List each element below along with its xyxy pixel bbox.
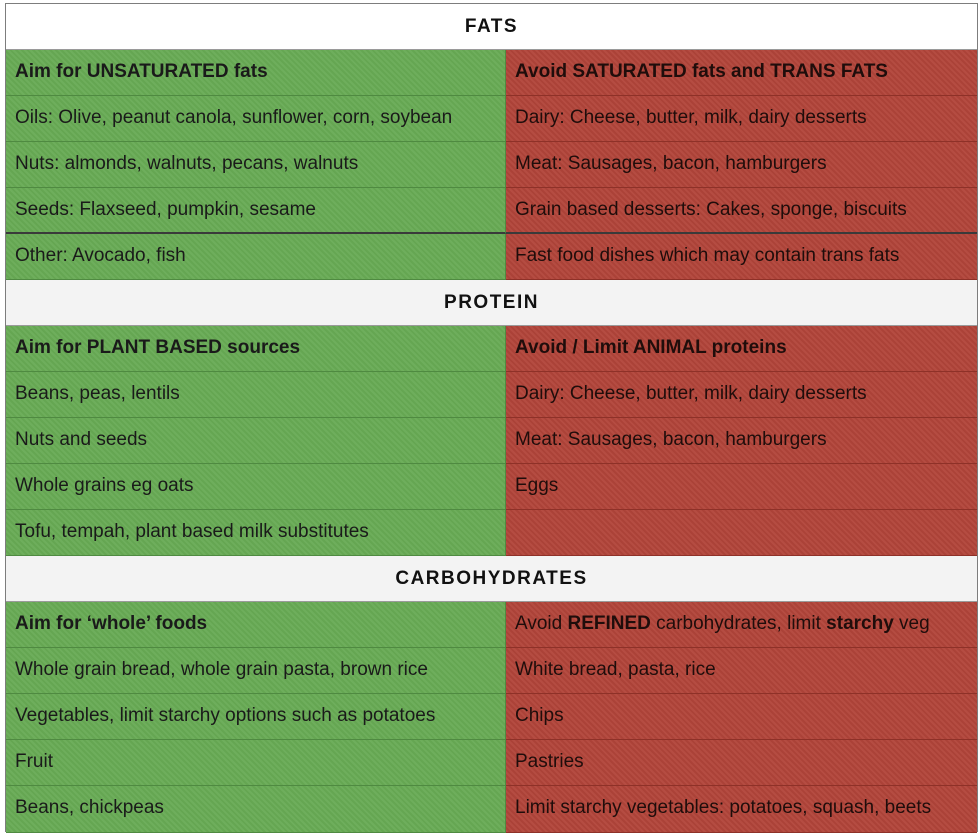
table-row: Other: Avocado, fish Fast food dishes wh… — [6, 234, 977, 280]
avoid-emphasis-refined: REFINED — [567, 613, 651, 634]
avoid-cell: Meat: Sausages, bacon, hamburgers — [506, 142, 977, 188]
avoid-cell: Chips — [506, 694, 977, 740]
table-row: Aim for ‘whole’ foods Avoid REFINED carb… — [6, 602, 977, 648]
avoid-cell: Meat: Sausages, bacon, hamburgers — [506, 418, 977, 464]
table-row: Oils: Olive, peanut canola, sunflower, c… — [6, 96, 977, 142]
avoid-header-cell: Avoid SATURATED fats and TRANS FATS — [506, 50, 977, 96]
table-row: Seeds: Flaxseed, pumpkin, sesame Grain b… — [6, 188, 977, 234]
avoid-cell: Pastries — [506, 740, 977, 786]
table-row: Fruit Pastries — [6, 740, 977, 786]
table-row: Beans, peas, lentils Dairy: Cheese, butt… — [6, 372, 977, 418]
aim-header-cell: Aim for PLANT BASED sources — [6, 326, 506, 372]
aim-cell: Nuts: almonds, walnuts, pecans, walnuts — [6, 142, 506, 188]
avoid-cell: White bread, pasta, rice — [506, 648, 977, 694]
aim-cell: Oils: Olive, peanut canola, sunflower, c… — [6, 96, 506, 142]
section-title-fats: FATS — [6, 4, 977, 50]
avoid-text: veg — [893, 613, 930, 634]
aim-cell: Fruit — [6, 740, 506, 786]
aim-header-cell: Aim for ‘whole’ foods — [6, 602, 506, 648]
avoid-cell: Dairy: Cheese, butter, milk, dairy desse… — [506, 372, 977, 418]
table-row: Whole grain bread, whole grain pasta, br… — [6, 648, 977, 694]
aim-cell: Beans, peas, lentils — [6, 372, 506, 418]
avoid-cell: Limit starchy vegetables: potatoes, squa… — [506, 786, 977, 833]
avoid-text: Avoid — [515, 613, 568, 634]
aim-cell: Tofu, tempah, plant based milk substitut… — [6, 510, 506, 556]
table-row: Aim for UNSATURATED fats Avoid SATURATED… — [6, 50, 977, 96]
avoid-header-cell: Avoid / Limit ANIMAL proteins — [506, 326, 977, 372]
aim-cell: Whole grains eg oats — [6, 464, 506, 510]
section-title-carbohydrates: CARBOHYDRATES — [6, 556, 977, 602]
aim-cell: Other: Avocado, fish — [6, 234, 506, 280]
avoid-cell — [506, 510, 977, 556]
avoid-emphasis-starchy: starchy — [826, 613, 894, 634]
table-row: Nuts and seeds Meat: Sausages, bacon, ha… — [6, 418, 977, 464]
avoid-text: carbohydrates, limit — [650, 613, 827, 634]
nutrition-table: FATS Aim for UNSATURATED fats Avoid SATU… — [5, 3, 978, 833]
avoid-cell: Fast food dishes which may contain trans… — [506, 234, 977, 280]
avoid-cell: Grain based desserts: Cakes, sponge, bis… — [506, 188, 977, 234]
section-title-protein: PROTEIN — [6, 280, 977, 326]
aim-cell: Vegetables, limit starchy options such a… — [6, 694, 506, 740]
avoid-cell: Dairy: Cheese, butter, milk, dairy desse… — [506, 96, 977, 142]
aim-cell: Beans, chickpeas — [6, 786, 506, 833]
table-row: Whole grains eg oats Eggs — [6, 464, 977, 510]
table-row: Beans, chickpeas Limit starchy vegetable… — [6, 786, 977, 833]
aim-cell: Seeds: Flaxseed, pumpkin, sesame — [6, 188, 506, 234]
table-row: Vegetables, limit starchy options such a… — [6, 694, 977, 740]
aim-header-cell: Aim for UNSATURATED fats — [6, 50, 506, 96]
aim-cell: Whole grain bread, whole grain pasta, br… — [6, 648, 506, 694]
avoid-header-cell: Avoid REFINED carbohydrates, limit starc… — [506, 602, 977, 648]
table-row: Nuts: almonds, walnuts, pecans, walnuts … — [6, 142, 977, 188]
table-row: Tofu, tempah, plant based milk substitut… — [6, 510, 977, 556]
avoid-cell: Eggs — [506, 464, 977, 510]
table-row: Aim for PLANT BASED sources Avoid / Limi… — [6, 326, 977, 372]
aim-cell: Nuts and seeds — [6, 418, 506, 464]
